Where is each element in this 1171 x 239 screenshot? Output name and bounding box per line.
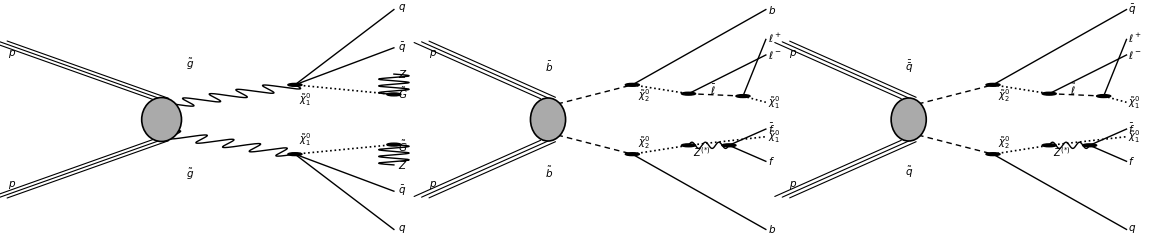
Text: $p$: $p$ <box>8 179 16 191</box>
Text: $b$: $b$ <box>768 4 775 16</box>
Text: $\tilde{g}$: $\tilde{g}$ <box>186 168 194 182</box>
Text: $p$: $p$ <box>789 179 797 191</box>
Text: $Z$: $Z$ <box>398 68 408 80</box>
Circle shape <box>625 83 639 86</box>
Text: $\tilde{\ell}$: $\tilde{\ell}$ <box>1070 82 1077 97</box>
Circle shape <box>386 93 400 96</box>
Text: $\ell^+$: $\ell^+$ <box>768 32 781 45</box>
Text: $\tilde{\chi}_1^0$: $\tilde{\chi}_1^0$ <box>768 128 780 145</box>
Circle shape <box>986 153 1000 156</box>
Text: $f$: $f$ <box>1129 155 1135 167</box>
Circle shape <box>1042 144 1056 147</box>
Text: $\tilde{\chi}_1^0$: $\tilde{\chi}_1^0$ <box>299 131 311 148</box>
Text: $\ell^+$: $\ell^+$ <box>1129 32 1142 45</box>
Text: $\bar{q}$: $\bar{q}$ <box>398 184 406 198</box>
Text: $b$: $b$ <box>768 223 775 235</box>
Text: $\tilde{\chi}_2^0$: $\tilde{\chi}_2^0$ <box>637 135 650 151</box>
Ellipse shape <box>530 98 566 141</box>
Text: $\ell^-$: $\ell^-$ <box>1129 49 1142 61</box>
Text: $\tilde{\chi}_2^0$: $\tilde{\chi}_2^0$ <box>998 135 1011 151</box>
Circle shape <box>682 92 696 95</box>
Ellipse shape <box>891 98 926 141</box>
Text: $\bar{\bar{q}}$: $\bar{\bar{q}}$ <box>905 59 913 75</box>
Circle shape <box>1097 95 1111 98</box>
Text: $\tilde{g}$: $\tilde{g}$ <box>186 57 194 72</box>
Text: $\tilde{\chi}_1^0$: $\tilde{\chi}_1^0$ <box>299 91 311 108</box>
Text: $\tilde{\chi}_2^0$: $\tilde{\chi}_2^0$ <box>998 88 1011 104</box>
Text: $q$: $q$ <box>398 223 406 235</box>
Text: $\bar{q}$: $\bar{q}$ <box>1129 2 1137 17</box>
Ellipse shape <box>142 98 182 141</box>
Circle shape <box>682 144 696 147</box>
Text: $p$: $p$ <box>789 48 797 60</box>
Text: $\bar{b}$: $\bar{b}$ <box>545 60 553 74</box>
Text: $\tilde{\chi}_1^0$: $\tilde{\chi}_1^0$ <box>1129 128 1141 145</box>
Text: $Z^{(*)}$: $Z^{(*)}$ <box>1054 145 1071 159</box>
Circle shape <box>288 153 302 156</box>
Circle shape <box>288 83 302 86</box>
Circle shape <box>386 143 400 146</box>
Text: $q$: $q$ <box>1129 223 1137 235</box>
Text: $\ell^-$: $\ell^-$ <box>768 49 781 61</box>
Circle shape <box>1042 92 1056 95</box>
Text: $Z$: $Z$ <box>398 159 408 171</box>
Text: $\tilde{G}$: $\tilde{G}$ <box>398 86 408 101</box>
Circle shape <box>986 83 1000 86</box>
Text: $p$: $p$ <box>429 48 437 60</box>
Circle shape <box>723 144 737 147</box>
Text: $\tilde{\chi}_1^0$: $\tilde{\chi}_1^0$ <box>1129 94 1141 111</box>
Text: $\tilde{G}$: $\tilde{G}$ <box>398 139 408 154</box>
Text: $\tilde{\chi}_2^0$: $\tilde{\chi}_2^0$ <box>637 88 650 104</box>
Text: $Z^{(*)}$: $Z^{(*)}$ <box>693 145 711 159</box>
Circle shape <box>625 153 639 156</box>
Text: $p$: $p$ <box>429 179 437 191</box>
Text: $f$: $f$ <box>768 155 774 167</box>
Text: $\tilde{\chi}_1^0$: $\tilde{\chi}_1^0$ <box>768 94 780 111</box>
Text: $\bar{q}$: $\bar{q}$ <box>398 41 406 55</box>
Text: $q$: $q$ <box>398 2 406 14</box>
Text: $\tilde{q}$: $\tilde{q}$ <box>905 165 913 179</box>
Text: $\bar{\ell}$: $\bar{\ell}$ <box>710 82 715 97</box>
Text: $\tilde{b}$: $\tilde{b}$ <box>545 165 553 179</box>
Text: $\bar{f}$: $\bar{f}$ <box>1129 122 1135 136</box>
Text: $p$: $p$ <box>8 48 16 60</box>
Circle shape <box>737 95 751 98</box>
Text: $\bar{f}$: $\bar{f}$ <box>768 122 774 136</box>
Circle shape <box>1082 144 1097 147</box>
